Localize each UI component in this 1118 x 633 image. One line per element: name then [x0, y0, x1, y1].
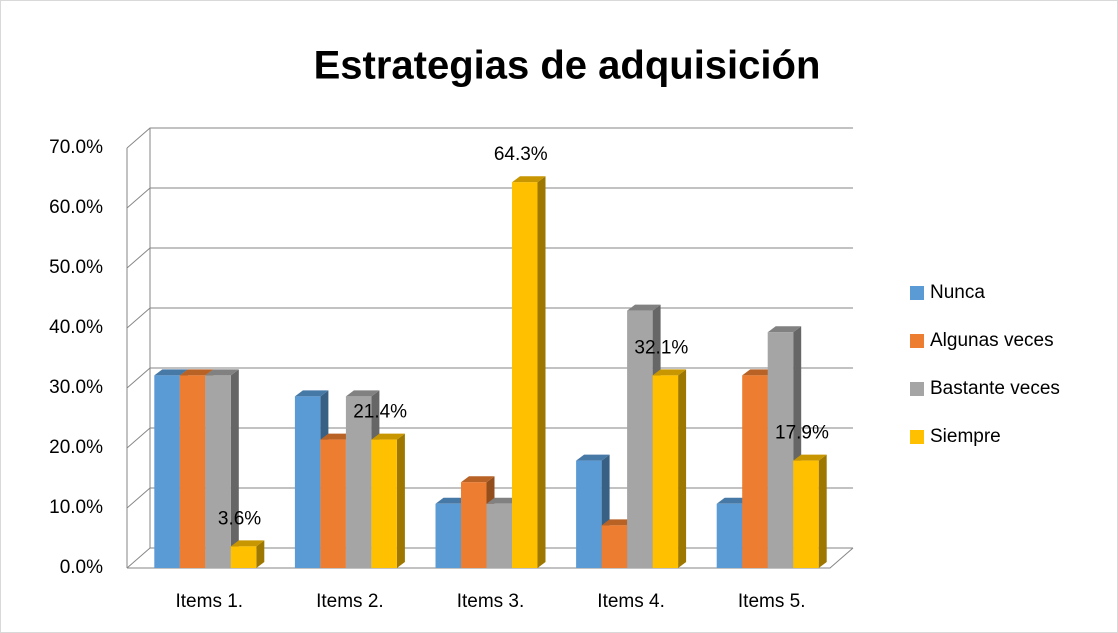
- bar: [461, 482, 487, 568]
- bar-top: [627, 304, 661, 311]
- x-tick-label: Items 2.: [316, 591, 384, 612]
- data-label: 17.9%: [775, 423, 829, 444]
- bar-side: [256, 540, 265, 568]
- bar: [767, 332, 794, 568]
- legend-label: Nunca: [930, 282, 985, 303]
- bar: [345, 396, 372, 568]
- grid-line: [126, 247, 853, 269]
- bar-top: [179, 369, 214, 376]
- bar-top: [461, 476, 495, 483]
- x-tick-label: Items 5.: [738, 591, 806, 612]
- bar: [435, 503, 461, 568]
- bar-top: [652, 369, 687, 376]
- grid-line: [126, 187, 853, 209]
- bar-top: [230, 540, 265, 547]
- y-tick-label: 0.0%: [60, 557, 103, 578]
- bar-side: [396, 433, 405, 568]
- bar-top: [371, 433, 405, 440]
- bar: [320, 439, 346, 568]
- y-tick-label: 30.0%: [49, 377, 103, 398]
- bar-top: [716, 497, 751, 504]
- bar-side: [818, 454, 827, 568]
- bar-side: [537, 176, 546, 568]
- bar: [371, 439, 397, 568]
- bar: [716, 503, 743, 568]
- bar-top: [435, 497, 469, 504]
- bar-top: [767, 326, 802, 333]
- bar-top: [512, 176, 546, 183]
- bar-top: [486, 497, 520, 504]
- data-label: 64.3%: [494, 144, 548, 165]
- grid-line: [126, 367, 853, 389]
- legend-label: Bastante veces: [930, 378, 1060, 399]
- y-tick-label: 10.0%: [49, 497, 103, 518]
- y-tick-label: 70.0%: [49, 137, 103, 158]
- x-tick-label: Items 1.: [176, 591, 244, 612]
- bar-top: [294, 390, 329, 397]
- grid-line: [126, 307, 853, 329]
- bar: [512, 182, 538, 568]
- bar: [205, 375, 231, 568]
- bar: [486, 503, 512, 568]
- grid-line: [126, 127, 853, 149]
- y-tick-label: 40.0%: [49, 317, 103, 338]
- data-label: 3.6%: [218, 508, 261, 529]
- bar-side: [230, 369, 239, 568]
- chart-title: Estrategias de adquisición: [314, 44, 821, 88]
- legend-label: Algunas veces: [930, 330, 1054, 351]
- grid-line: [126, 427, 853, 449]
- y-tick-label: 60.0%: [49, 197, 103, 218]
- bar: [793, 460, 819, 568]
- bar-side: [678, 369, 687, 568]
- grid-line: [126, 487, 853, 509]
- bar: [179, 375, 206, 568]
- bar-top: [742, 369, 776, 376]
- bar-top: [345, 390, 380, 397]
- bar: [742, 375, 768, 568]
- bar: [652, 375, 679, 568]
- bar: [154, 375, 180, 568]
- bar-top: [154, 369, 188, 376]
- data-label: 32.1%: [634, 337, 688, 358]
- bar-top: [576, 454, 610, 461]
- bar-top: [320, 433, 354, 440]
- x-tick-label: Items 4.: [597, 591, 665, 612]
- data-label: 21.4%: [353, 402, 407, 423]
- legend-label: Siempre: [930, 426, 1001, 447]
- y-tick-label: 20.0%: [49, 437, 103, 458]
- bar: [601, 525, 628, 568]
- legend-swatch: [910, 286, 924, 300]
- x-tick-label: Items 3.: [457, 591, 525, 612]
- bar: [576, 460, 602, 568]
- legend-swatch: [910, 334, 924, 348]
- bar-top: [205, 369, 239, 376]
- legend-swatch: [910, 430, 924, 444]
- bar-top: [601, 519, 636, 526]
- bar: [627, 310, 653, 568]
- bar-top: [793, 454, 827, 461]
- legend-swatch: [910, 382, 924, 396]
- bar: [230, 546, 257, 568]
- y-tick-label: 50.0%: [49, 257, 103, 278]
- bar: [294, 396, 321, 568]
